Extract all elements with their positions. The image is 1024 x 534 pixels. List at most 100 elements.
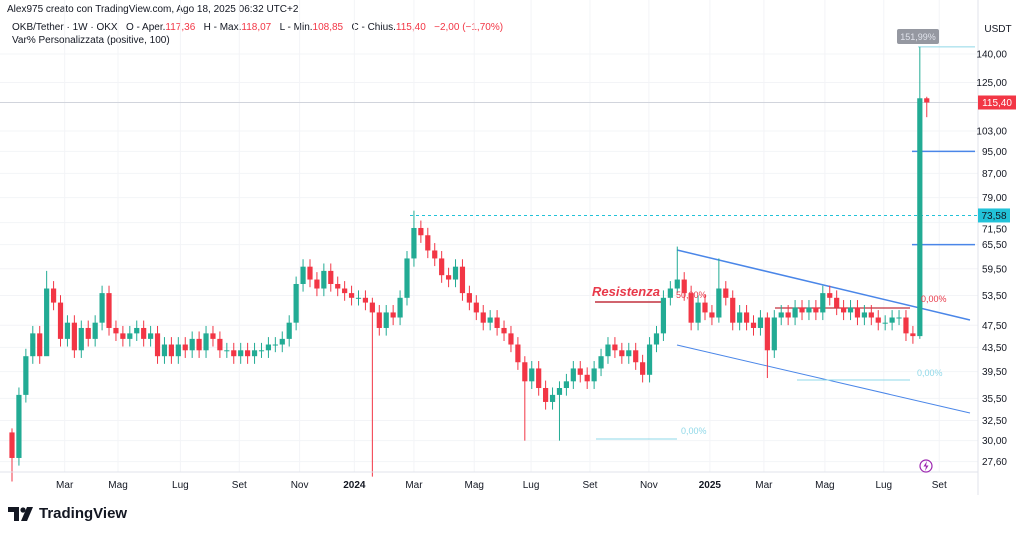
candle-body	[92, 322, 98, 339]
time-tick: Nov	[640, 480, 658, 491]
time-tick: Set	[932, 480, 947, 491]
candle-body	[695, 302, 701, 323]
candle-body	[459, 266, 466, 294]
candle-body	[536, 368, 542, 389]
candle-body	[674, 279, 680, 289]
candle-body	[335, 283, 341, 289]
candle-body	[203, 333, 209, 351]
candle-body	[612, 344, 618, 351]
candle-body	[515, 344, 521, 363]
candle-body	[529, 368, 535, 382]
candle-body	[757, 317, 764, 328]
candle-body	[501, 327, 507, 334]
percent-box	[897, 29, 939, 44]
candle-body	[390, 312, 396, 318]
candle-body	[868, 312, 874, 318]
candle-body	[127, 333, 133, 339]
percent-box-label: 151,99%	[900, 32, 936, 42]
price-tick: 27,60	[982, 457, 1007, 468]
author-line: Alex975 creato con TradingView.com, Ago …	[7, 4, 299, 15]
last-price-label: 115,40	[982, 98, 1012, 109]
candle-body	[466, 293, 472, 303]
candle-body	[716, 288, 722, 318]
time-tick: 2024	[343, 480, 366, 491]
candle-body	[827, 293, 833, 298]
resistance-label: Resistenza	[592, 284, 660, 299]
price-tick: 39,50	[982, 367, 1007, 378]
candle-body	[376, 312, 382, 328]
candle-body	[841, 307, 847, 313]
candles	[9, 46, 930, 482]
price-tick: 65,50	[982, 240, 1007, 251]
price-tick: 47,50	[982, 321, 1007, 332]
candle-body	[591, 368, 597, 382]
price-chart[interactable]: Resistenza 50,00% 0,00% 0,00% 0,00% 151,99% U…	[0, 0, 1024, 500]
candle-body	[189, 338, 195, 351]
time-tick: Mag	[815, 480, 834, 491]
candle-body	[251, 350, 258, 357]
candle-body	[834, 297, 840, 308]
change-value: −2,00 (−1,70%)	[434, 22, 504, 33]
candle-body	[813, 307, 819, 313]
candle-body	[598, 356, 604, 369]
candle-body	[397, 297, 403, 318]
high-label: H - Max.	[203, 22, 242, 33]
candle-body	[362, 297, 369, 303]
candle-body	[355, 297, 362, 299]
candle-body	[175, 344, 181, 357]
price-tick: 43,50	[982, 343, 1007, 354]
time-tick: Mag	[465, 480, 484, 491]
logo-text: TradingView	[39, 505, 128, 522]
tradingview-logo[interactable]: TradingView	[8, 505, 127, 522]
candle-body	[626, 350, 632, 357]
candle-body	[328, 270, 334, 284]
price-tick: 95,00	[982, 147, 1007, 158]
candle-body	[882, 322, 888, 324]
drawings	[0, 46, 978, 440]
candle-body	[924, 98, 930, 103]
candle-body	[314, 279, 320, 289]
candle-body	[134, 327, 140, 334]
candle-body	[30, 333, 36, 357]
candle-body	[667, 288, 673, 298]
time-tick: Mar	[405, 480, 423, 491]
candle-body	[120, 333, 126, 339]
candle-body	[383, 312, 389, 328]
low-label: L - Min.	[279, 22, 313, 33]
candle-body	[71, 322, 77, 351]
price-axis: 140,00 125,00 103,00 95,00 87,00 79,00 71,50 65…	[976, 50, 1007, 469]
candle-body	[141, 327, 147, 339]
lightning-icon[interactable]	[919, 459, 933, 473]
price-tick: 53,50	[982, 291, 1007, 302]
time-tick: Lug	[172, 480, 189, 491]
candle-body	[917, 98, 923, 337]
candle-body	[660, 297, 667, 334]
candle-body	[785, 312, 791, 318]
time-tick: Set	[232, 480, 247, 491]
close-value: 115,40	[395, 22, 426, 33]
candle-body	[480, 312, 486, 323]
channel-lower-line	[676, 344, 971, 414]
candle-body	[889, 317, 895, 323]
candle-body	[896, 317, 902, 319]
candle-body	[633, 350, 639, 363]
candle-body	[584, 374, 590, 382]
time-tick: Lug	[523, 480, 540, 491]
candle-body	[293, 283, 299, 323]
candle-body	[764, 317, 770, 351]
fib-percent-1: 0,00%	[917, 368, 943, 378]
candle-body	[369, 302, 375, 313]
indicator-legend[interactable]: Var% Personalizzata (positive, 100)	[12, 35, 170, 46]
candle-body	[50, 288, 57, 303]
candle-body	[508, 333, 514, 345]
candle-body	[210, 333, 216, 339]
candle-body	[750, 322, 757, 328]
candle-body	[847, 307, 854, 313]
candle-body	[646, 344, 653, 375]
candle-body	[702, 302, 708, 313]
candle-body	[272, 344, 278, 346]
candle-body	[300, 266, 306, 284]
candle-body	[37, 333, 43, 357]
low-value: 108,85	[312, 22, 344, 33]
candle-body	[730, 297, 736, 323]
